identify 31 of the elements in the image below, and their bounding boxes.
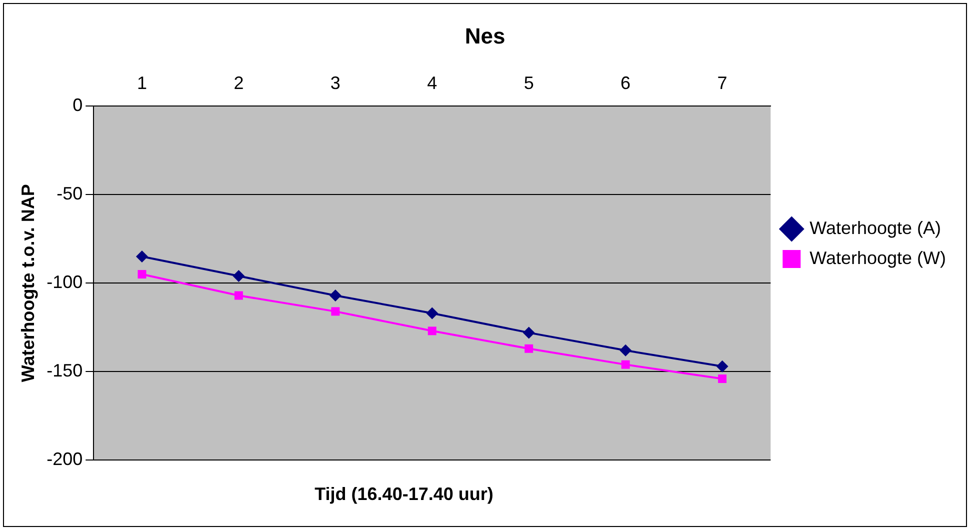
x-tick-label: 4 <box>427 73 438 94</box>
x-tick-label: 7 <box>717 73 728 94</box>
point <box>718 374 727 383</box>
y-tick-label: -150 <box>46 360 83 381</box>
point <box>136 250 148 263</box>
legend-label: Waterhoogte (A) <box>810 218 942 238</box>
point <box>329 289 342 302</box>
y-tick-label: 0 <box>72 94 83 115</box>
point <box>426 307 438 320</box>
legend-label: Waterhoogte (W) <box>810 248 946 268</box>
x-tick-label: 6 <box>620 73 631 94</box>
y-tick-label: -100 <box>46 272 83 292</box>
point <box>522 326 535 339</box>
point <box>620 344 632 356</box>
x-axis-title: Tijd (16.40-17.40 uur) <box>314 484 494 505</box>
chart-title: Nes <box>464 23 506 48</box>
x-tick-label: 2 <box>234 73 244 94</box>
y-tick-label: -50 <box>56 184 83 204</box>
point <box>234 291 243 300</box>
y-axis-title: Waterhoogte t.o.v. NAP <box>18 184 38 382</box>
point <box>232 270 245 282</box>
point <box>524 344 534 353</box>
point <box>716 360 728 372</box>
x-tick-label: 5 <box>524 73 534 94</box>
y-tick-label: -200 <box>46 449 83 470</box>
point <box>138 270 146 278</box>
point <box>621 360 630 369</box>
x-tick-label: 1 <box>136 73 147 94</box>
point <box>331 307 340 316</box>
x-tick-label: 3 <box>330 73 340 94</box>
point <box>428 326 436 336</box>
